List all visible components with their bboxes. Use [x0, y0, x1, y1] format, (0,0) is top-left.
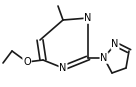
Text: N: N: [84, 13, 92, 23]
Text: N: N: [100, 53, 108, 63]
Text: N: N: [59, 63, 67, 73]
Text: O: O: [23, 57, 31, 67]
Text: N: N: [111, 39, 119, 49]
